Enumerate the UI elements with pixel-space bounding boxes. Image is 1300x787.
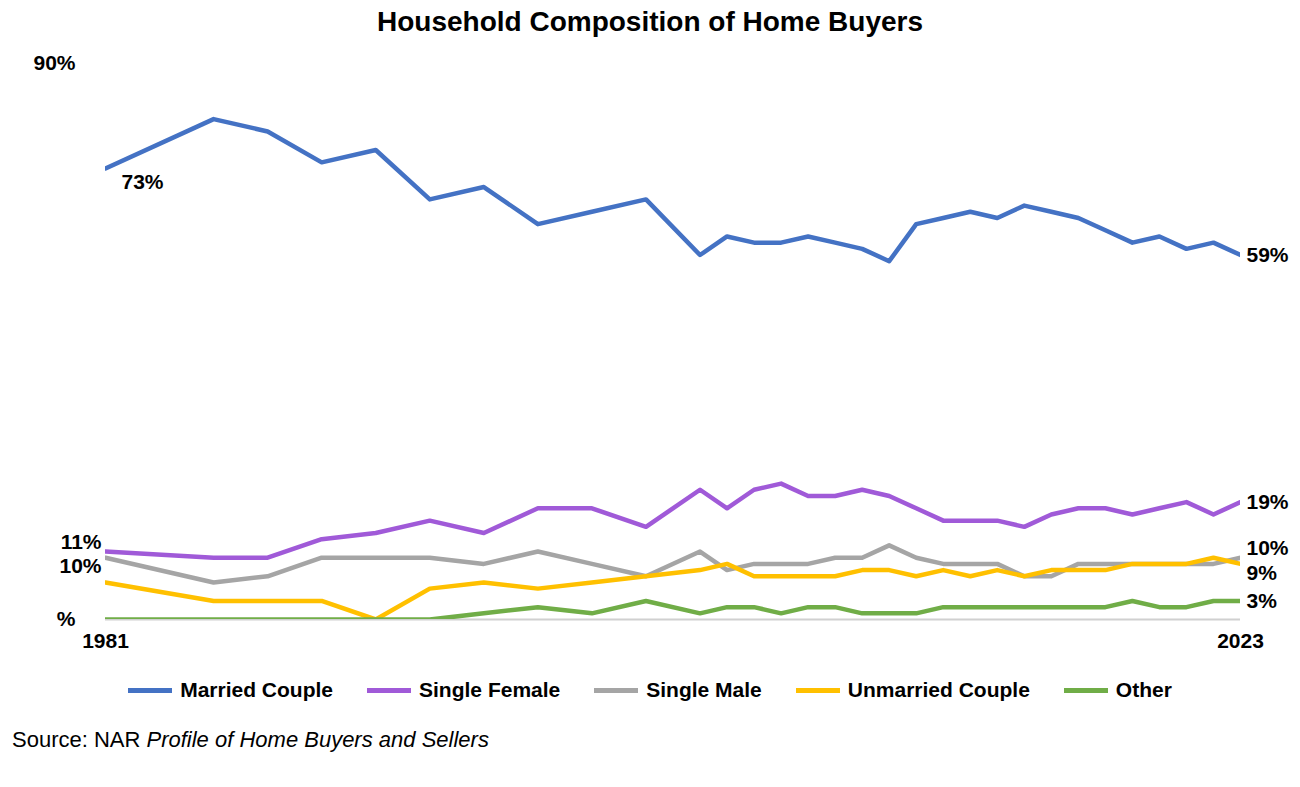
html-text:Single Female: Single Female xyxy=(419,678,561,701)
svg-text:1981: 1981 xyxy=(82,629,129,652)
svg-text:9%: 9% xyxy=(1247,561,1278,584)
html-text:Single Male: Single Male xyxy=(646,678,762,701)
html-text:Married Couple: Married Couple xyxy=(180,678,333,701)
svg-text:11%: 11% xyxy=(61,530,102,553)
html-text:Other: Other xyxy=(1115,678,1172,701)
html-text:Unmarried Couple: Unmarried Couple xyxy=(847,678,1030,701)
svg-text:10%: 10% xyxy=(59,554,101,577)
svg-text:19%: 19% xyxy=(1247,490,1289,513)
svg-text:2023: 2023 xyxy=(1217,629,1264,652)
html-text:Household Composition of Home: Household Composition of Home Buyers xyxy=(377,6,923,37)
svg-text:59%: 59% xyxy=(1247,243,1289,266)
html-text:Source: NAR Profile of Home Bu: Source: NAR Profile of Home Buyers and S… xyxy=(12,727,489,752)
svg-text:73%: 73% xyxy=(122,170,164,193)
svg-text:10%: 10% xyxy=(1247,536,1289,559)
svg-text:3%: 3% xyxy=(1247,589,1278,612)
svg-text:%: % xyxy=(57,607,76,630)
svg-text:90%: 90% xyxy=(33,51,75,74)
